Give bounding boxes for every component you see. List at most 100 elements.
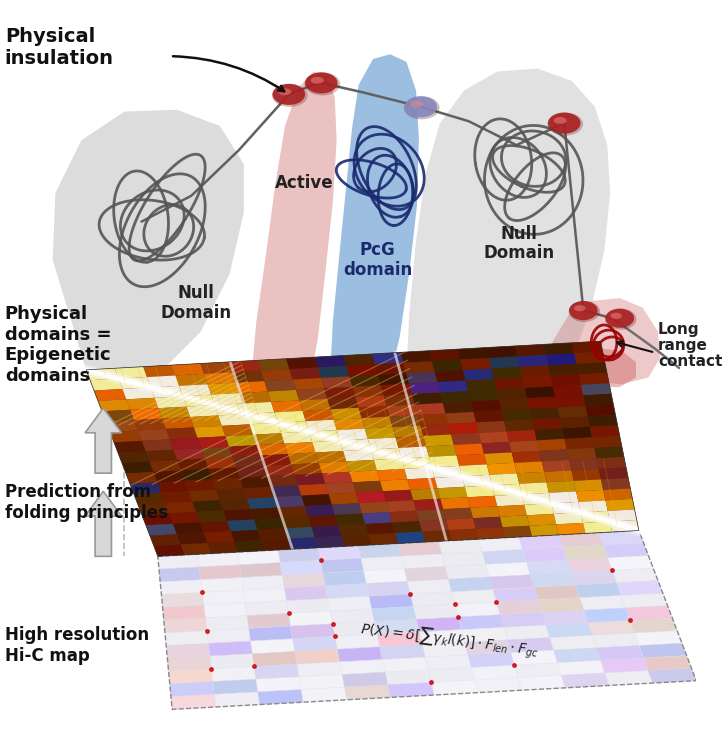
Polygon shape — [278, 548, 320, 563]
Text: Prediction from
folding principles: Prediction from folding principles — [5, 483, 167, 521]
Polygon shape — [114, 441, 146, 453]
Polygon shape — [476, 421, 507, 433]
Ellipse shape — [278, 89, 291, 95]
Polygon shape — [236, 466, 267, 478]
Polygon shape — [563, 545, 608, 560]
Polygon shape — [126, 472, 157, 484]
Polygon shape — [154, 545, 184, 556]
Polygon shape — [494, 377, 525, 389]
Polygon shape — [466, 379, 496, 391]
Polygon shape — [157, 481, 189, 493]
Polygon shape — [359, 406, 389, 418]
Polygon shape — [186, 405, 218, 417]
Polygon shape — [500, 612, 546, 627]
Polygon shape — [142, 513, 173, 526]
Polygon shape — [523, 548, 567, 562]
Polygon shape — [446, 518, 476, 530]
Polygon shape — [344, 685, 390, 700]
Polygon shape — [138, 429, 170, 441]
Polygon shape — [635, 630, 682, 646]
Polygon shape — [166, 644, 210, 658]
Polygon shape — [106, 420, 138, 432]
Polygon shape — [532, 418, 562, 430]
Polygon shape — [306, 420, 337, 432]
Polygon shape — [181, 469, 213, 481]
Polygon shape — [426, 445, 456, 457]
Polygon shape — [159, 407, 190, 419]
Polygon shape — [494, 494, 524, 507]
Polygon shape — [438, 539, 482, 554]
Polygon shape — [295, 474, 325, 485]
Polygon shape — [384, 394, 415, 406]
Polygon shape — [257, 443, 288, 455]
Polygon shape — [408, 478, 438, 490]
Polygon shape — [395, 436, 426, 448]
Polygon shape — [278, 421, 309, 433]
Polygon shape — [601, 658, 648, 673]
Polygon shape — [85, 491, 122, 556]
Polygon shape — [445, 564, 489, 579]
Polygon shape — [419, 520, 449, 531]
Polygon shape — [337, 429, 368, 441]
Polygon shape — [162, 592, 204, 608]
Polygon shape — [458, 615, 504, 630]
Text: PcG
domain: PcG domain — [343, 241, 412, 279]
Polygon shape — [214, 692, 259, 707]
Polygon shape — [175, 374, 207, 386]
Polygon shape — [456, 454, 487, 466]
Polygon shape — [290, 367, 321, 380]
Polygon shape — [471, 665, 518, 680]
Polygon shape — [229, 445, 260, 457]
Polygon shape — [473, 517, 502, 528]
Polygon shape — [271, 400, 302, 413]
Polygon shape — [297, 662, 342, 677]
Polygon shape — [515, 663, 561, 677]
Polygon shape — [575, 583, 621, 597]
Polygon shape — [110, 430, 142, 443]
Polygon shape — [226, 435, 257, 446]
Polygon shape — [496, 388, 527, 400]
Ellipse shape — [554, 117, 566, 124]
Polygon shape — [218, 414, 250, 426]
Polygon shape — [406, 69, 610, 375]
Polygon shape — [240, 563, 282, 578]
Polygon shape — [288, 452, 319, 465]
Polygon shape — [85, 408, 122, 473]
Polygon shape — [583, 521, 612, 534]
Polygon shape — [435, 476, 464, 488]
Polygon shape — [250, 638, 295, 654]
Polygon shape — [172, 364, 204, 375]
Polygon shape — [340, 660, 385, 674]
Polygon shape — [392, 521, 422, 533]
Polygon shape — [315, 451, 347, 463]
Polygon shape — [584, 608, 630, 623]
Polygon shape — [468, 652, 515, 668]
Polygon shape — [340, 439, 371, 451]
Polygon shape — [604, 543, 649, 558]
Polygon shape — [150, 534, 181, 546]
Polygon shape — [343, 449, 374, 461]
Polygon shape — [151, 386, 183, 398]
Polygon shape — [556, 523, 585, 535]
Polygon shape — [429, 349, 460, 361]
Polygon shape — [502, 526, 532, 538]
Polygon shape — [421, 424, 451, 436]
Polygon shape — [608, 509, 637, 521]
Polygon shape — [167, 656, 211, 671]
Polygon shape — [159, 567, 201, 582]
Polygon shape — [368, 438, 398, 449]
Polygon shape — [481, 442, 512, 454]
Polygon shape — [468, 389, 499, 402]
Polygon shape — [243, 402, 274, 414]
Polygon shape — [606, 499, 635, 511]
Polygon shape — [170, 682, 214, 696]
Polygon shape — [550, 375, 581, 386]
Polygon shape — [166, 427, 197, 439]
Polygon shape — [149, 460, 181, 472]
Ellipse shape — [569, 301, 598, 320]
Polygon shape — [598, 468, 628, 479]
Polygon shape — [415, 403, 446, 415]
Polygon shape — [459, 465, 489, 476]
Polygon shape — [512, 451, 542, 463]
Polygon shape — [550, 636, 596, 650]
